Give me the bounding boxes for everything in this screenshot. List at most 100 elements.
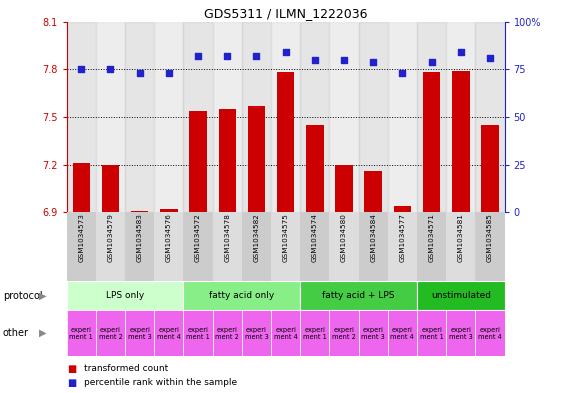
Text: experi
ment 2: experi ment 2 [332,327,356,340]
Text: experi
ment 4: experi ment 4 [390,327,414,340]
Point [281,49,291,55]
Bar [271,22,300,212]
Bar [394,206,411,212]
Bar [329,310,358,356]
Bar [417,310,446,356]
Bar [388,22,417,212]
Title: GDS5311 / ILMN_1222036: GDS5311 / ILMN_1222036 [204,7,367,20]
Text: percentile rank within the sample: percentile rank within the sample [84,378,237,387]
Point [485,55,495,61]
Bar [183,281,300,310]
Bar [67,22,96,212]
Bar [364,171,382,212]
Point [223,53,232,59]
Text: experi
ment 2: experi ment 2 [99,327,122,340]
Text: ▶: ▶ [39,328,47,338]
Bar [446,212,476,281]
Point [193,53,203,59]
Text: experi
ment 1: experi ment 1 [70,327,93,340]
Bar [417,212,446,281]
Text: experi
ment 4: experi ment 4 [274,327,298,340]
Bar [300,212,329,281]
Text: experi
ment 1: experi ment 1 [420,327,444,340]
Text: GSM1034585: GSM1034585 [487,214,493,263]
Text: experi
ment 3: experi ment 3 [128,327,151,340]
Point [310,57,320,63]
Bar [358,22,388,212]
Text: GSM1034577: GSM1034577 [400,214,405,263]
Point [106,66,115,72]
Text: experi
ment 3: experi ment 3 [245,327,269,340]
Bar [300,310,329,356]
Text: fatty acid only: fatty acid only [209,291,274,300]
Bar [329,212,358,281]
Text: transformed count: transformed count [84,364,168,373]
Bar [271,310,300,356]
Text: other: other [3,328,29,338]
Text: GSM1034583: GSM1034583 [137,214,143,263]
Point [398,70,407,76]
Bar [446,310,476,356]
Bar [481,125,499,212]
Bar [183,310,213,356]
Bar [154,310,183,356]
Point [164,70,173,76]
Bar [102,165,119,212]
Bar [476,22,505,212]
Bar [125,212,154,281]
Point [77,66,86,72]
Bar [358,212,388,281]
Point [369,59,378,65]
Text: GSM1034576: GSM1034576 [166,214,172,263]
Bar [183,212,213,281]
Bar [189,110,207,212]
Bar [476,310,505,356]
Bar [423,72,440,212]
Text: experi
ment 1: experi ment 1 [303,327,327,340]
Bar [388,212,417,281]
Bar [242,22,271,212]
Point [135,70,144,76]
Text: experi
ment 1: experi ment 1 [186,327,210,340]
Bar [300,22,329,212]
Text: experi
ment 3: experi ment 3 [361,327,385,340]
Text: ▶: ▶ [39,291,47,301]
Point [339,57,349,63]
Bar [388,310,417,356]
Bar [248,106,265,212]
Bar [452,71,470,212]
Bar [131,211,148,212]
Bar [160,209,177,212]
Bar [96,212,125,281]
Text: ■: ■ [67,378,76,387]
Point [252,53,261,59]
Text: GSM1034582: GSM1034582 [253,214,259,263]
Bar [96,310,125,356]
Bar [358,310,388,356]
Text: GSM1034571: GSM1034571 [429,214,434,263]
Bar [67,281,183,310]
Bar [242,310,271,356]
Bar [96,22,125,212]
Text: experi
ment 2: experi ment 2 [215,327,239,340]
Bar [300,281,417,310]
Bar [213,310,242,356]
Text: GSM1034580: GSM1034580 [341,214,347,263]
Text: GSM1034574: GSM1034574 [312,214,318,263]
Bar [306,125,324,212]
Text: experi
ment 4: experi ment 4 [478,327,502,340]
Text: GSM1034573: GSM1034573 [78,214,84,263]
Bar [417,281,505,310]
Point [427,59,436,65]
Text: experi
ment 4: experi ment 4 [157,327,181,340]
Bar [154,22,183,212]
Bar [242,212,271,281]
Bar [476,212,505,281]
Bar [183,22,213,212]
Bar [72,163,90,212]
Text: GSM1034579: GSM1034579 [107,214,114,263]
Bar [335,165,353,212]
Bar [213,22,242,212]
Bar [213,212,242,281]
Text: GSM1034581: GSM1034581 [458,214,464,263]
